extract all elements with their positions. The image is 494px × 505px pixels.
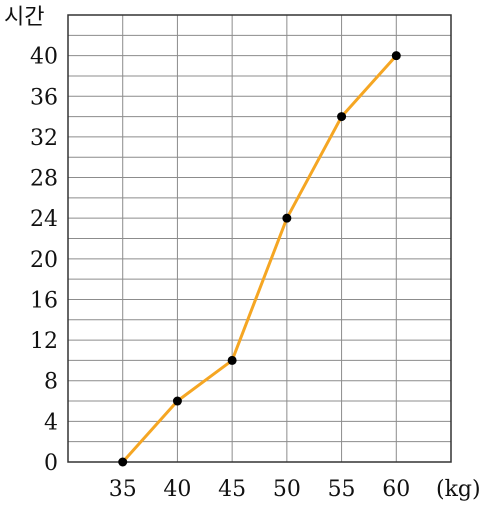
y-tick-label: 16 <box>30 288 58 313</box>
x-tick-label: 50 <box>273 477 301 502</box>
plot-frame <box>67 14 452 463</box>
series-line <box>121 54 398 464</box>
x-tick-label: 45 <box>218 477 246 502</box>
x-tick-label: 40 <box>163 477 191 502</box>
data-point <box>282 213 292 223</box>
y-tick-label: 0 <box>44 451 58 476</box>
y-axis-ticks: 0 4 8 12 16 20 24 28 32 36 40 <box>30 45 58 476</box>
y-tick-label: 32 <box>30 126 58 151</box>
y-axis-label: 시간 <box>4 5 44 30</box>
y-tick-label: 4 <box>44 410 58 435</box>
data-point <box>118 457 128 467</box>
data-point <box>391 51 401 61</box>
series-line-layer <box>121 54 398 464</box>
y-tick-label: 12 <box>30 329 58 354</box>
data-point <box>337 112 347 122</box>
y-tick-label: 36 <box>30 85 58 110</box>
x-tick-label: 60 <box>382 477 410 502</box>
data-point <box>172 396 182 406</box>
x-tick-label: 35 <box>109 477 137 502</box>
data-point <box>227 355 237 365</box>
x-axis-label: (kg) <box>436 477 481 502</box>
data-points <box>118 51 401 467</box>
grid <box>68 15 451 462</box>
y-tick-label: 40 <box>30 45 58 70</box>
y-tick-label: 28 <box>30 167 58 192</box>
x-axis-ticks: 35 40 45 50 55 60 <box>109 477 411 502</box>
y-tick-label: 20 <box>30 248 58 273</box>
y-tick-label: 8 <box>44 370 58 395</box>
x-tick-label: 55 <box>328 477 356 502</box>
y-tick-label: 24 <box>30 207 58 232</box>
